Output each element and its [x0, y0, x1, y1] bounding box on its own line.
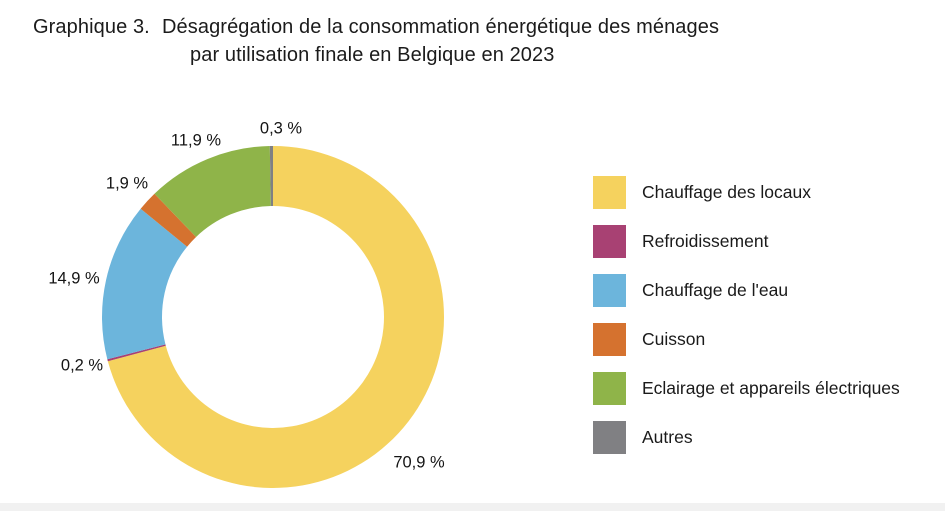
value-label-cuisson: 1,9 % [105, 174, 149, 193]
legend-swatch-chauffage-des-locaux [593, 175, 626, 209]
legend-swatch-eclairage-et-appareils-electriques [593, 371, 626, 405]
figure-number: Graphique 3. [33, 16, 150, 38]
pie-slice-autres [269, 146, 273, 207]
value-label-chauffage-des-locaux: 70,9 % [393, 453, 445, 472]
legend-label: Chauffage de l'eau [642, 279, 789, 300]
legend-item-chauffage-des-locaux: Chauffage des locaux [593, 175, 811, 209]
legend-item-chauffage-de-l-eau: Chauffage de l'eau [593, 273, 788, 307]
legend-label: Autres [642, 426, 693, 447]
legend-swatch-refroidissement [593, 224, 626, 258]
legend-item-cuisson: Cuisson [593, 322, 705, 356]
legend-swatch-chauffage-de-l-eau [593, 273, 626, 307]
pie-slice-eclairage-et-appareils-electriques [154, 146, 271, 237]
figure-title-line1: Désagrégation de la consommation énergét… [162, 16, 720, 38]
pie-slice-refroidissement [107, 344, 166, 362]
legend-label: Eclairage et appareils électriques [642, 377, 900, 398]
legend-label: Refroidissement [642, 230, 769, 251]
legend-item-eclairage-et-appareils-electriques: Eclairage et appareils électriques [593, 371, 900, 405]
pie-slice-chauffage-des-locaux [107, 146, 445, 489]
value-label-chauffage-de-l-eau: 14,9 % [48, 269, 100, 288]
figure-title-line2: par utilisation finale en Belgique en 20… [190, 44, 555, 66]
pie-slice-chauffage-de-l-eau [102, 208, 188, 360]
bottom-strip [0, 503, 945, 511]
legend-swatch-cuisson [593, 322, 626, 356]
legend-item-refroidissement: Refroidissement [593, 224, 768, 258]
value-label-eclairage-et-appareils-electriques: 11,9 % [170, 131, 222, 150]
pie-slice-cuisson [140, 193, 197, 247]
legend-swatch-autres [593, 420, 626, 454]
legend-item-autres: Autres [593, 420, 693, 454]
value-label-autres: 0,3 % [259, 119, 303, 138]
legend-label: Chauffage des locaux [642, 181, 811, 202]
value-label-refroidissement: 0,2 % [60, 356, 104, 375]
legend-label: Cuisson [642, 328, 706, 349]
